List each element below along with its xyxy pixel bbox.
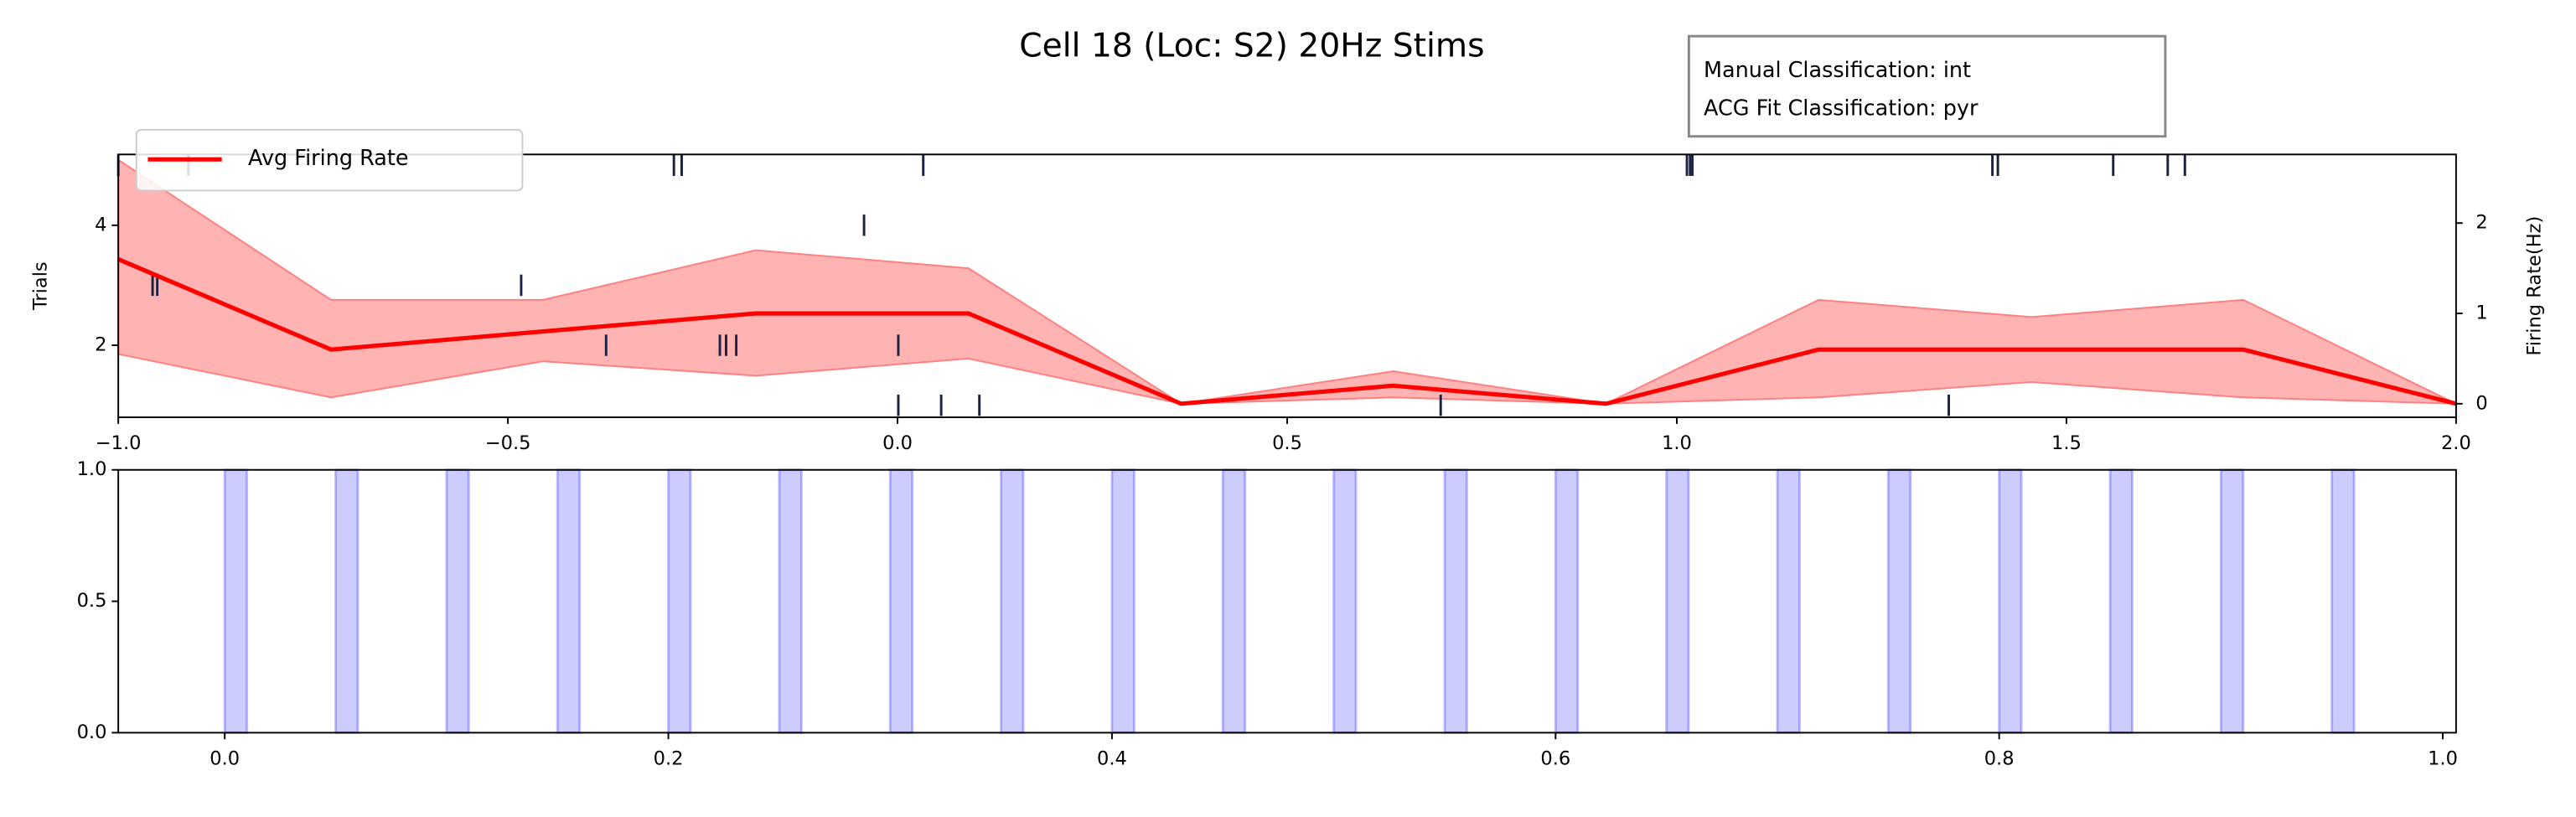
stim-span [1998, 468, 2023, 734]
x-tick-label: 0.2 [654, 747, 684, 769]
x-tick-label: 0.4 [1097, 747, 1127, 769]
stim-span [2330, 468, 2356, 734]
annotation: ACG Fit Classification: pyr [1704, 96, 1979, 121]
x-tick-label: 2.0 [2441, 432, 2471, 454]
stim-span [2108, 468, 2134, 734]
stim-span [223, 468, 249, 734]
annotation: Manual Classification: int [1704, 58, 1971, 83]
stim-span [1443, 468, 1468, 734]
chart-title: Cell 18 (Loc: S2) 20Hz Stims [1019, 27, 1484, 65]
stim-span [1886, 468, 1912, 734]
confidence-band [117, 158, 2457, 405]
legend-label: Avg Firing Rate [248, 146, 409, 171]
stim-span [1665, 468, 1690, 734]
plot-area [116, 154, 2457, 416]
stim-span [667, 468, 692, 734]
y2-axis-label: Firing Rate(Hz) [2523, 216, 2545, 356]
x-tick-label: 0.8 [1984, 747, 2015, 769]
x-tick-label: −0.5 [485, 432, 531, 454]
stim-span [1554, 468, 1580, 734]
y2-tick-label: 0 [2475, 392, 2487, 414]
annotation-box [1687, 34, 2167, 138]
x-tick-label: 0.5 [1272, 432, 1302, 454]
firing-rate-line [117, 257, 2457, 406]
y-tick-label: 1.0 [77, 458, 107, 480]
stim-span [556, 468, 582, 734]
stim-span [1000, 468, 1025, 734]
legend-box [135, 128, 524, 192]
stim-span [778, 468, 803, 734]
stim-span [1221, 468, 1247, 734]
y-tick-label: 2 [95, 334, 106, 356]
x-tick-label: 0.6 [1540, 747, 1570, 769]
x-tick-label: 1.5 [2051, 432, 2082, 454]
stim-span [888, 468, 914, 734]
x-tick-label: −1.0 [96, 432, 142, 454]
y-tick-label: 0.5 [77, 590, 107, 612]
x-tick-label: 1.0 [2428, 747, 2458, 769]
y-axis-label: Trials [30, 261, 52, 311]
stim-span [1332, 468, 1358, 734]
stim-span [334, 468, 360, 734]
x-tick-label: 0.0 [209, 747, 240, 769]
stim-span [2219, 468, 2245, 734]
y2-tick-label: 2 [2475, 212, 2487, 234]
stim-span [1776, 468, 1801, 734]
y-tick-label: 0.0 [77, 721, 107, 743]
stim-span [1110, 468, 1135, 734]
x-tick-label: 1.0 [1662, 432, 1692, 454]
x-tick-label: 0.0 [882, 432, 913, 454]
axes-frame [117, 153, 2457, 418]
y-tick-label: 4 [95, 214, 106, 235]
y2-tick-label: 1 [2475, 302, 2487, 324]
stim-span [445, 468, 470, 734]
axes-frame [117, 468, 2457, 734]
